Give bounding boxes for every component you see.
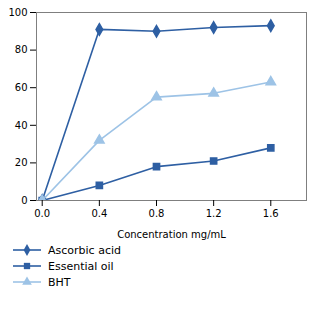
svg-text:0.4: 0.4 — [91, 208, 107, 219]
svg-text:60: 60 — [15, 82, 28, 93]
svg-text:20: 20 — [15, 157, 28, 168]
svg-text:0.8: 0.8 — [149, 208, 165, 219]
svg-text:1.6: 1.6 — [263, 208, 279, 219]
svg-text:100: 100 — [8, 7, 27, 18]
svg-text:40: 40 — [15, 120, 28, 131]
html-text:BHT: BHT — [48, 275, 71, 289]
svg-text:1.2: 1.2 — [206, 208, 222, 219]
svg-text:80: 80 — [15, 44, 28, 55]
html-text:Ascorbic acid: Ascorbic acid — [48, 243, 121, 257]
svg-text:0.0: 0.0 — [34, 208, 50, 219]
svg-text:0: 0 — [21, 195, 27, 206]
svg-text:Concentration mg/mL: Concentration mg/mL — [117, 229, 226, 240]
html-text:Essential oil: Essential oil — [48, 259, 114, 273]
